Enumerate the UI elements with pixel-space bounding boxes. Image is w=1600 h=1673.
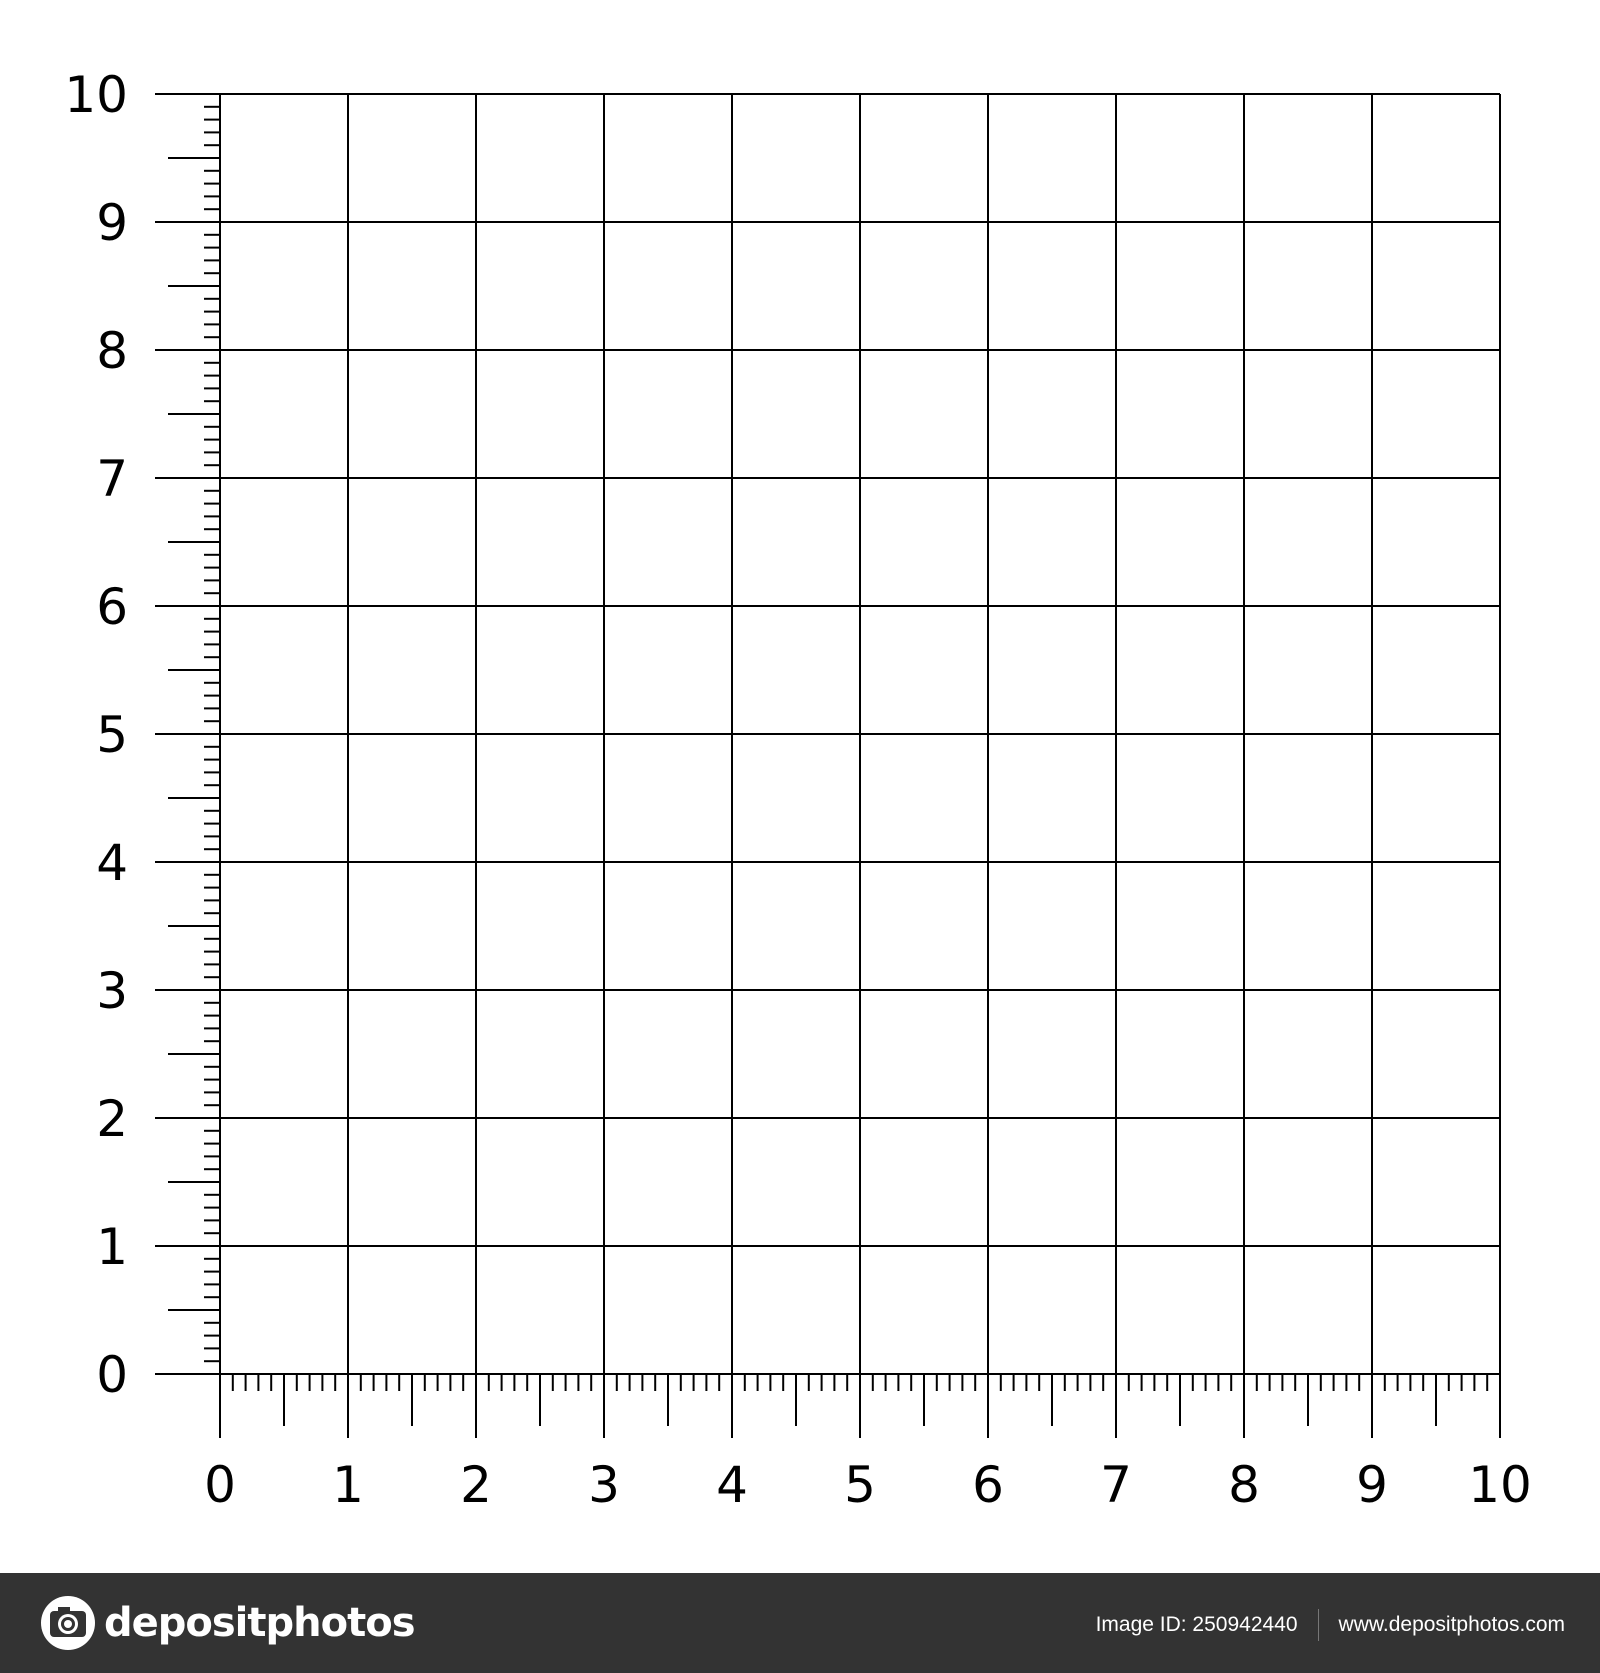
brand-name: depositphotos bbox=[104, 1600, 416, 1646]
grid-chart: 0 1 2 3 4 5 6 7 8 9 10 0 1 2 3 4 5 6 7 8 9 10 bbox=[64, 66, 1532, 1514]
x-tick-label: 9 bbox=[1356, 1456, 1388, 1514]
image-id: Image ID: 250942440 bbox=[1095, 1613, 1298, 1636]
x-tick-label: 10 bbox=[1468, 1456, 1532, 1514]
y-tick-label: 6 bbox=[96, 578, 128, 636]
x-tick-label: 1 bbox=[332, 1456, 364, 1514]
x-tick-label: 0 bbox=[204, 1456, 236, 1514]
x-tick-label: 4 bbox=[716, 1456, 748, 1514]
x-tick-label: 2 bbox=[460, 1456, 492, 1514]
website-link[interactable]: www.depositphotos.com bbox=[1338, 1613, 1565, 1636]
y-tick-label: 3 bbox=[96, 962, 128, 1020]
x-tick-label: 3 bbox=[588, 1456, 620, 1514]
x-tick-label: 6 bbox=[972, 1456, 1004, 1514]
y-tick-label: 0 bbox=[96, 1346, 128, 1404]
x-tick-label: 8 bbox=[1228, 1456, 1260, 1514]
y-tick-label: 5 bbox=[96, 706, 128, 764]
camera-icon bbox=[41, 1596, 95, 1650]
y-tick-label: 10 bbox=[64, 66, 128, 124]
x-tick-label: 7 bbox=[1100, 1456, 1132, 1514]
footer-bar: depositphotos Image ID: 250942440 www.de… bbox=[0, 1573, 1600, 1673]
y-tick-label: 7 bbox=[96, 450, 128, 508]
y-tick-label: 1 bbox=[96, 1218, 128, 1276]
y-tick-label: 2 bbox=[96, 1090, 128, 1148]
divider bbox=[1317, 1609, 1319, 1641]
brand-logo: depositphotos bbox=[40, 1595, 416, 1651]
y-tick-label: 8 bbox=[96, 322, 128, 380]
x-tick-label: 5 bbox=[844, 1456, 876, 1514]
y-tick-label: 9 bbox=[96, 194, 128, 252]
y-tick-label: 4 bbox=[96, 834, 128, 892]
